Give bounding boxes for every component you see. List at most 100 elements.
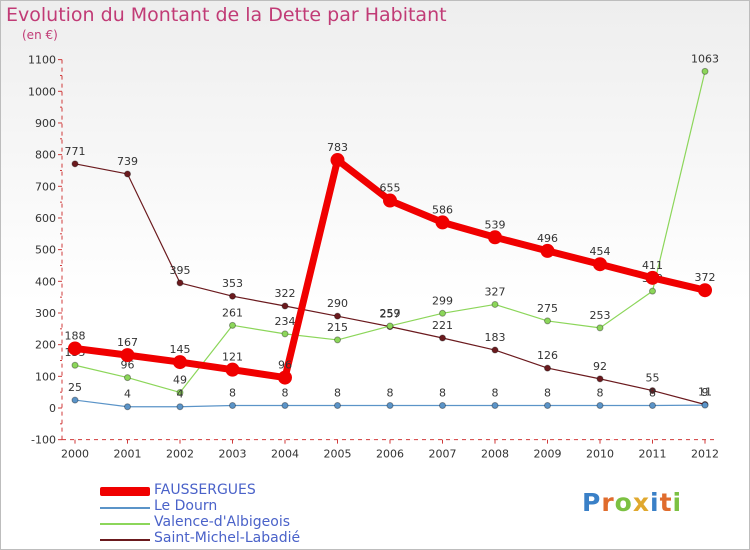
data-point [596,401,604,409]
data-point [544,401,551,409]
data-label: 55 [646,372,660,385]
data-point [334,312,341,320]
y-tick-label: 500 [35,244,56,257]
logo-letter: x [632,488,650,517]
data-label: 8 [282,386,289,399]
data-point [439,401,446,409]
data-label: 121 [222,351,243,364]
data-point [124,403,131,411]
y-tick-label: 700 [35,180,56,193]
data-label: 126 [537,349,558,362]
x-tick-label: 2010 [586,448,614,461]
data-label: 8 [439,386,446,399]
data-point [281,330,289,338]
data-label: 259 [380,307,401,320]
logo-letter: i [650,488,660,517]
data-label: 586 [432,203,453,216]
data-label: 275 [537,302,558,315]
data-point [701,401,709,409]
y-tick-label: 900 [35,117,56,130]
data-point [71,160,79,168]
chart-title: Evolution du Montant de la Dette par Hab… [6,4,447,26]
legend-item-faussergues: FAUSSERGUES [100,482,420,500]
proxiti-logo: Proxiti [582,488,682,517]
data-label: 539 [485,218,506,231]
data-label: 253 [590,309,611,322]
logo-letter: o [614,488,633,517]
data-point [281,401,289,409]
data-label: 454 [590,245,611,258]
logo-letter: P [582,488,602,517]
data-label: 411 [642,259,663,272]
legend-swatch-saint-michel [100,539,150,541]
data-label: 372 [695,271,716,284]
y-tick-label: 100 [35,370,56,383]
legend-swatch-faussergues [100,487,150,496]
data-label: 4 [124,388,131,401]
data-point [649,401,656,409]
y-tick-label: 1100 [28,54,56,67]
data-label: 8 [334,386,341,399]
data-point [68,341,82,356]
data-label: 49 [173,373,187,386]
data-point [491,401,499,409]
data-point [645,270,660,285]
y-tick-label: 1000 [28,85,56,98]
data-point [173,355,187,370]
data-point [71,361,79,369]
legend-label-valence: Valence-d'Albigeois [154,514,291,530]
data-point [229,401,236,409]
data-label: 96 [278,359,292,372]
data-point [386,322,394,330]
data-point [120,348,135,363]
legend-label-saint-michel: Saint-Michel-Labadié [154,530,301,546]
data-label: 353 [222,277,243,290]
data-point [334,336,341,344]
data-label: 655 [380,182,401,195]
x-tick-label: 2003 [219,448,247,461]
legend-label-le-dourn: Le Dourn [154,498,218,514]
chart-subtitle: (en €) [22,28,58,42]
y-tick-label: -100 [31,434,56,447]
data-label: 215 [327,321,348,334]
y-tick-label: 600 [35,212,56,225]
y-tick-label: 800 [35,149,56,162]
data-point [124,170,131,178]
data-point [593,257,607,272]
data-label: 4 [177,388,184,401]
data-label: 183 [485,331,506,344]
data-label: 96 [121,359,135,372]
x-tick-label: 2004 [271,448,299,461]
data-label: 496 [537,232,558,245]
data-label: 8 [387,386,394,399]
data-point [176,279,184,287]
data-label: 167 [117,336,138,349]
data-label: 9 [702,386,709,399]
data-point [491,300,499,308]
data-label: 327 [485,285,506,298]
data-label: 395 [170,264,191,277]
data-point [540,243,555,258]
data-point [281,302,289,310]
data-label: 221 [432,319,453,332]
data-label: 1063 [691,52,719,65]
data-label: 145 [170,343,191,356]
data-point [383,193,397,208]
data-label: 257 [380,308,401,321]
data-point [225,362,240,377]
data-point [698,283,712,298]
legend-item-saint-michel: Saint-Michel-Labadié [100,530,420,548]
x-tick-label: 2011 [639,448,667,461]
x-tick-label: 2000 [61,448,89,461]
data-label: 299 [432,294,453,307]
x-tick-label: 2005 [324,448,352,461]
logo-letter: t [659,488,673,517]
data-point [488,230,502,245]
legend-swatch-valence [100,523,150,525]
data-label: 783 [327,141,348,154]
data-label: 771 [65,145,86,158]
data-point [544,317,551,325]
data-point [596,375,604,383]
data-label: 234 [275,315,296,328]
